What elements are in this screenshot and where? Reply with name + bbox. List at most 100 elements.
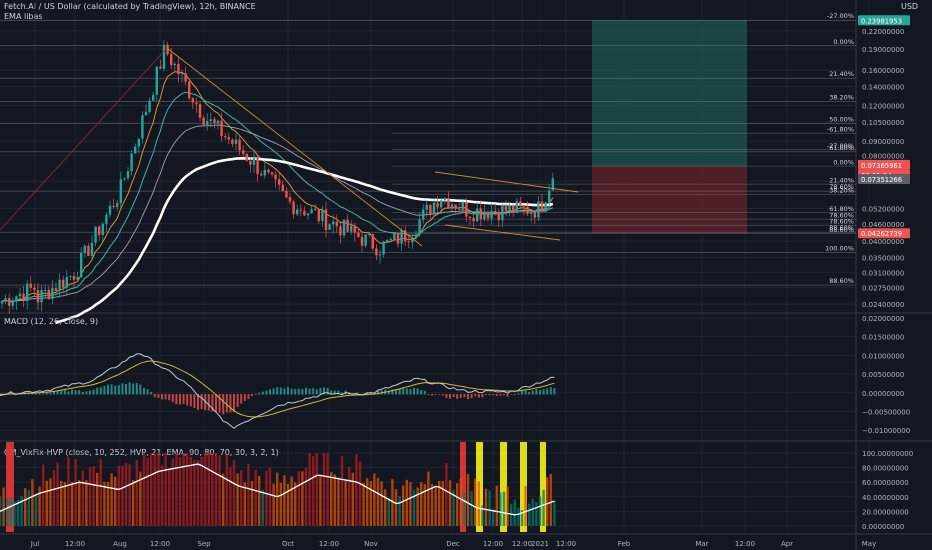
candle-body	[191, 98, 194, 103]
candle-body	[80, 252, 83, 278]
cm-bar	[553, 500, 556, 526]
candle-body	[87, 245, 90, 256]
fib-level-label: 88.60%	[829, 224, 854, 232]
candle-body	[310, 209, 313, 214]
macd-histogram-bar	[254, 394, 257, 395]
currency-button[interactable]: USD	[901, 2, 919, 11]
macd-histogram-bar	[96, 387, 99, 395]
candle-body	[188, 81, 191, 99]
cm-bar	[114, 476, 117, 526]
candle-body	[270, 172, 274, 175]
candle-body	[314, 209, 317, 211]
macd-histogram-bar	[272, 388, 275, 395]
candle-body	[224, 136, 227, 138]
candle-body	[303, 210, 306, 216]
cm-bar	[49, 478, 52, 526]
candle-body	[249, 160, 252, 165]
macd-histogram-bar	[128, 382, 131, 395]
cm-bar	[70, 481, 74, 526]
trendlines[interactable]	[0, 47, 579, 247]
cm-bar	[56, 462, 59, 526]
macd-histogram-bar	[481, 394, 484, 398]
cm-bar	[2, 487, 5, 526]
fibonacci-retracement[interactable]: -27.00%0.00%21.40%38.20%50.00%61.80%78.6…	[0, 12, 856, 286]
cm-bar	[225, 454, 228, 526]
cm-vixfix-legend: CM_VixFix-HVP (close, 10, 252, HVP, 21, …	[4, 448, 279, 457]
ema-fast-line	[1, 71, 554, 302]
cm-bar	[380, 481, 383, 526]
cm-bar	[132, 480, 135, 526]
time-tick-label: Aug	[113, 540, 127, 548]
ema-mid-line	[1, 91, 554, 302]
time-tick-label: 12:00	[512, 540, 532, 548]
macd-line	[0, 353, 555, 429]
long-position-tool[interactable]	[592, 20, 747, 234]
cm-bar	[448, 480, 452, 526]
candle-body	[299, 209, 302, 211]
candle-body	[242, 150, 245, 154]
macd-histogram-bar	[542, 389, 545, 395]
time-tick-label: Jul	[30, 540, 40, 548]
time-tick-label: Feb	[618, 540, 631, 548]
macd-histogram-bar	[369, 392, 372, 395]
candle-body	[155, 66, 158, 95]
candle-body	[144, 111, 148, 116]
cm-bar	[340, 456, 344, 526]
candle-body	[526, 206, 529, 214]
candle-body	[4, 298, 7, 301]
cm-bar	[243, 482, 246, 526]
macd-histogram-bar	[0, 394, 1, 396]
macd-histogram-bar	[42, 393, 45, 395]
cm-tick-label: 0.00000000	[862, 523, 904, 531]
fib-level-label: 50.00%	[829, 115, 854, 123]
macd-histogram-bar	[326, 388, 329, 395]
cm-bar	[81, 470, 84, 526]
candle-body	[94, 226, 97, 243]
macd-tick-label: 0.00500000	[862, 371, 904, 379]
candle-body	[378, 254, 382, 256]
candle-body	[148, 100, 151, 112]
fib-level-label: 78.60%	[829, 183, 854, 191]
candle-body	[213, 119, 216, 124]
cm-bar	[513, 499, 516, 526]
cm-bar	[538, 496, 542, 526]
cm-bar	[344, 479, 347, 526]
cm-bar	[286, 483, 290, 526]
cm-bar	[229, 466, 232, 526]
fib2-level-label: 0.00%	[833, 159, 854, 167]
cm-line	[0, 463, 555, 516]
candle-body	[206, 121, 209, 125]
candle-body	[501, 205, 504, 221]
candle-body	[422, 209, 425, 220]
candle-body	[278, 179, 281, 185]
candle-body	[134, 146, 137, 154]
candle-body	[400, 230, 403, 244]
price-badge	[858, 174, 910, 185]
candle-body	[508, 205, 511, 211]
candle-body	[440, 200, 443, 208]
price-tick-label: 0.02750000	[862, 284, 904, 292]
macd-histogram-bar	[63, 389, 66, 395]
macd-histogram-bar	[391, 389, 394, 395]
cm-bar	[250, 481, 254, 526]
macd-histogram-bar	[171, 394, 174, 402]
cm-bar	[430, 483, 434, 526]
candle-body	[465, 201, 468, 217]
cm-bar	[405, 479, 408, 526]
cm-bar	[466, 474, 470, 526]
macd-histogram-bar	[236, 394, 239, 407]
candle-body	[396, 233, 400, 244]
macd-histogram-bar	[431, 394, 433, 396]
cm-bar	[506, 486, 509, 526]
candle-body	[44, 289, 47, 291]
candle-body	[83, 245, 86, 253]
cm-bar	[63, 481, 66, 526]
fib2-level-label: -61.80%	[827, 126, 854, 134]
macd-histogram-bar	[200, 394, 203, 410]
cm-bar	[301, 471, 304, 526]
macd-signal-line	[0, 360, 555, 418]
candle-body	[112, 205, 115, 208]
macd-histogram-bar	[135, 382, 138, 395]
cm-bar	[236, 473, 239, 526]
